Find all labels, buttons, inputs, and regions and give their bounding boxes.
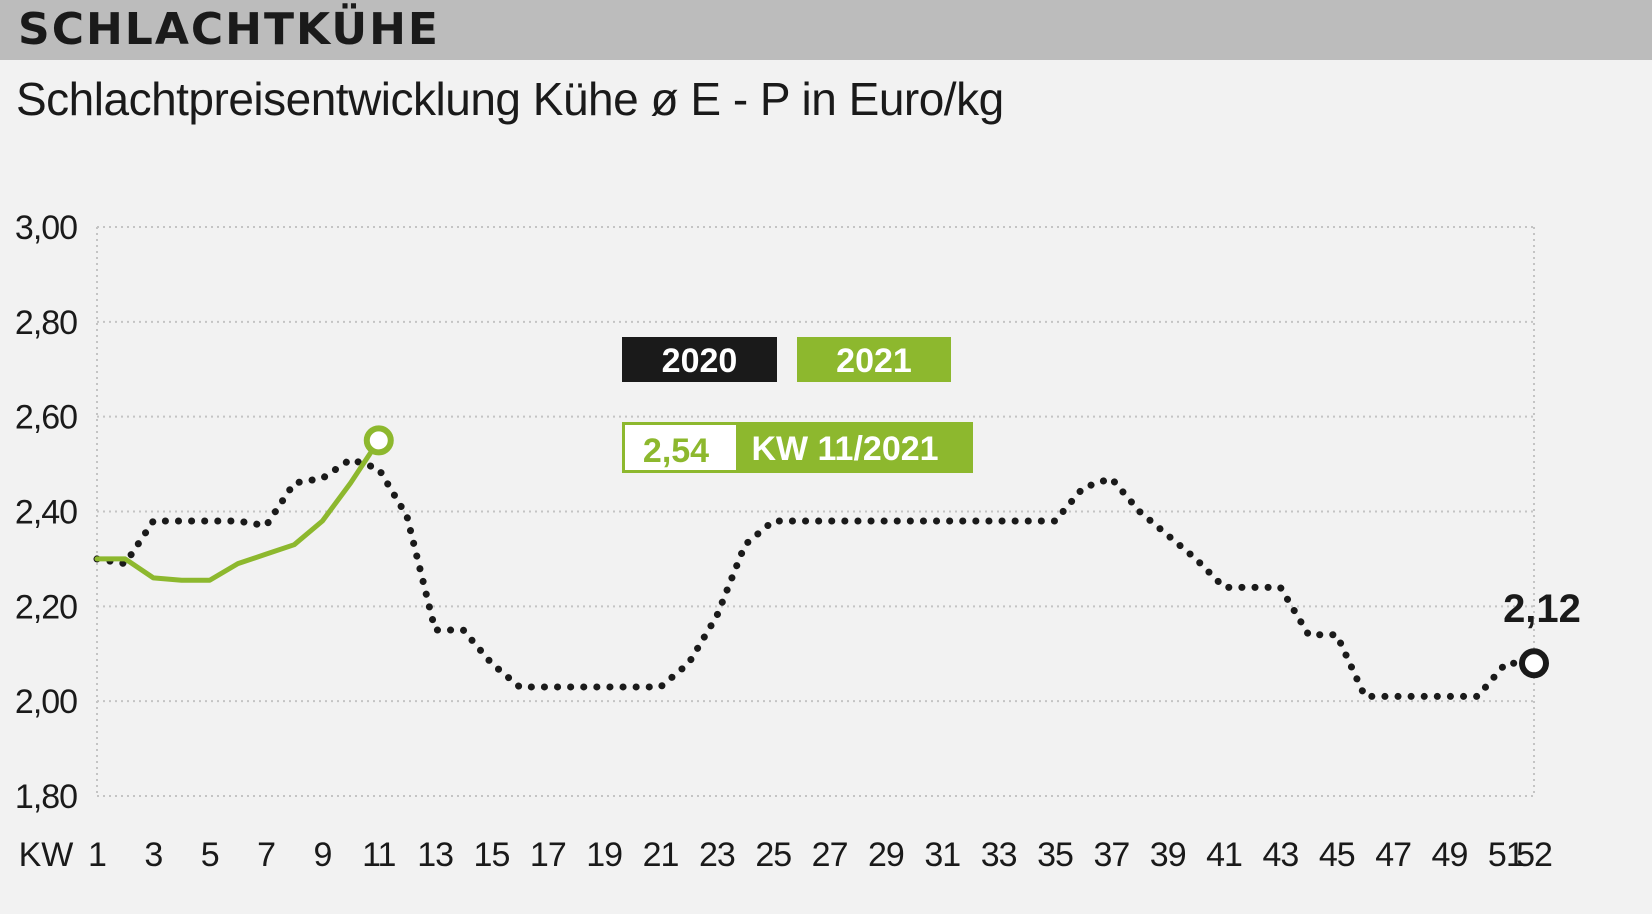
series-2020-end-marker — [1519, 648, 1549, 679]
x-tick-label: 25 — [755, 836, 791, 874]
x-tick-label: 51 — [1488, 836, 1524, 874]
x-tick-label: 23 — [699, 836, 735, 874]
x-tick-label: 47 — [1375, 836, 1411, 874]
x-axis-labels: KW 1 3 5 7 9 11 13 15 17 19 21 23 25 27 29 31 33 35 37 39 41… — [19, 836, 1553, 874]
current-week-label: KW 11/2021 — [751, 430, 938, 468]
x-tick-label: 41 — [1206, 836, 1242, 874]
legend-swatch-2020 — [622, 337, 777, 382]
legend-label-2021: 2021 — [836, 342, 912, 380]
y-tick-label: 3,00 — [15, 209, 77, 247]
x-tick-label: 7 — [257, 836, 275, 874]
x-tick-label: 1 — [88, 836, 106, 874]
x-tick-label: 33 — [981, 836, 1017, 874]
x-tick-label: 21 — [643, 836, 679, 874]
y-axis-labels: 1,80 2,00 2,20 2,40 2,60 2,80 3,00 — [15, 209, 78, 816]
series-2021-path — [94, 437, 382, 583]
x-tick-label: 49 — [1432, 836, 1468, 874]
series-2020-line — [93, 455, 1549, 700]
series-2021-end-marker — [363, 425, 394, 456]
x-tick-label: 31 — [924, 836, 960, 874]
x-tick-label: 17 — [530, 836, 566, 874]
x-tick-label: 37 — [1093, 836, 1129, 874]
x-tick-label: 5 — [201, 836, 219, 874]
x-tick-label: 15 — [474, 836, 510, 874]
x-tick-label: 52 — [1516, 836, 1552, 874]
y-tick-label: 2,00 — [15, 683, 77, 721]
current-value-box — [622, 422, 739, 473]
x-tick-label: 13 — [417, 836, 453, 874]
current-value-label: 2,54 — [643, 432, 709, 470]
series-2020-path — [93, 455, 1538, 700]
x-tick-label: 27 — [812, 836, 848, 874]
chart-subtitle: Schlachtpreisentwicklung Kühe ø E - P in… — [16, 73, 1004, 125]
legend-label-2020: 2020 — [662, 342, 738, 380]
y-tick-label: 2,40 — [15, 494, 77, 532]
y-tick-label: 2,20 — [15, 588, 77, 626]
legend: 2020 2021 — [622, 337, 951, 382]
x-tick-label: 9 — [313, 836, 331, 874]
x-tick-label: 39 — [1150, 836, 1186, 874]
x-tick-label: 45 — [1319, 836, 1355, 874]
x-tick-label: 19 — [586, 836, 622, 874]
series-2021-line — [94, 425, 394, 583]
header-bar — [0, 0, 1652, 60]
header-title: SCHLACHTKÜHE — [18, 4, 440, 55]
legend-swatch-2021 — [797, 337, 951, 382]
grid-lines — [96, 226, 1535, 797]
y-tick-label: 2,60 — [15, 399, 77, 437]
x-tick-label: 11 — [362, 836, 395, 874]
x-tick-label: 35 — [1037, 836, 1073, 874]
current-week-box — [737, 422, 973, 473]
x-axis-title: KW — [19, 836, 74, 874]
end-value-label-2020: 2,12 — [1503, 587, 1581, 631]
x-tick-label: 3 — [144, 836, 162, 874]
x-tick-label: 29 — [868, 836, 904, 874]
y-tick-label: 1,80 — [15, 778, 77, 816]
current-value-callout: 2,54 KW 11/2021 — [622, 422, 973, 473]
x-tick-label: 43 — [1262, 836, 1298, 874]
y-tick-label: 2,80 — [15, 304, 77, 342]
